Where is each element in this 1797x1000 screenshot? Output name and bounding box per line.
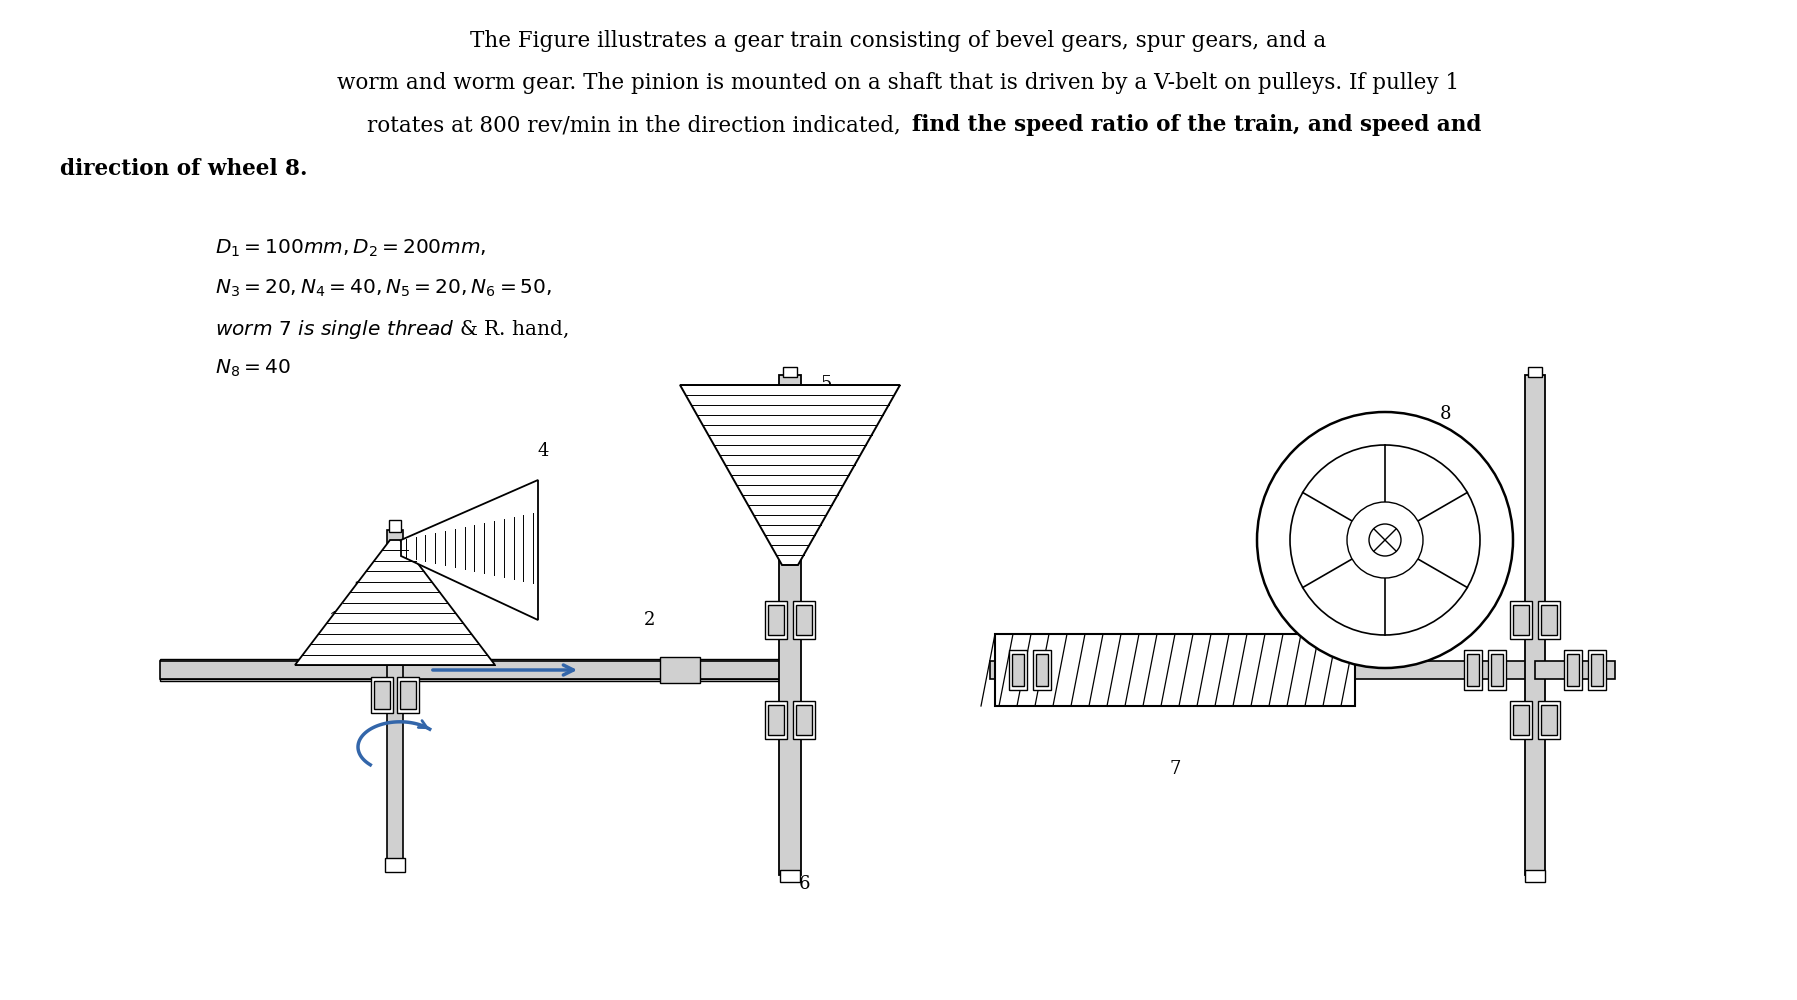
Bar <box>1542 705 1556 735</box>
Bar <box>796 705 812 735</box>
Bar <box>1008 650 1028 690</box>
Bar <box>1526 375 1545 875</box>
Bar <box>780 870 800 882</box>
Bar <box>1509 601 1533 639</box>
Bar <box>401 631 415 659</box>
Bar <box>397 627 419 663</box>
Circle shape <box>1369 524 1402 556</box>
Circle shape <box>1256 412 1513 668</box>
Text: 1: 1 <box>329 611 340 629</box>
Text: 6: 6 <box>800 875 810 893</box>
Bar <box>388 520 401 532</box>
Text: 8: 8 <box>1439 405 1452 423</box>
Bar <box>160 659 791 661</box>
Text: $\it{worm\ 7\ is\ single\ thread}$ & R. hand,: $\it{worm\ 7\ is\ single\ thread}$ & R. … <box>216 318 568 341</box>
Bar <box>766 701 787 739</box>
Bar <box>1526 870 1545 882</box>
Bar <box>783 367 798 377</box>
Bar <box>370 627 394 663</box>
Bar <box>780 375 801 875</box>
Text: direction of wheel 8.: direction of wheel 8. <box>59 158 307 180</box>
Bar <box>1513 705 1529 735</box>
Circle shape <box>1290 445 1481 635</box>
Text: worm and worm gear. The pinion is mounted on a shaft that is driven by a V-belt : worm and worm gear. The pinion is mounte… <box>338 72 1459 94</box>
Bar <box>767 605 783 635</box>
Bar <box>160 679 791 681</box>
Text: find the speed ratio of the train, and speed and: find the speed ratio of the train, and s… <box>913 114 1481 136</box>
Bar <box>659 657 701 683</box>
Text: 5: 5 <box>819 375 832 393</box>
Text: rotates at 800 rev/min in the direction indicated,: rotates at 800 rev/min in the direction … <box>367 114 907 136</box>
Bar <box>1466 654 1479 686</box>
Bar <box>1513 605 1529 635</box>
Bar <box>397 677 419 713</box>
Polygon shape <box>401 480 537 620</box>
Bar <box>1355 661 1535 679</box>
Bar <box>1465 650 1483 690</box>
Bar <box>1492 654 1502 686</box>
Polygon shape <box>295 540 494 665</box>
Bar <box>401 681 415 709</box>
Bar <box>1535 661 1616 679</box>
Circle shape <box>1348 502 1423 578</box>
Text: The Figure illustrates a gear train consisting of bevel gears, spur gears, and a: The Figure illustrates a gear train cons… <box>469 30 1326 52</box>
Bar <box>160 661 791 679</box>
Bar <box>385 858 404 872</box>
Text: $N_3 = 20, N_4 = 40, N_5 = 20, N_6= 50,$: $N_3 = 20, N_4 = 40, N_5 = 20, N_6= 50,$ <box>216 278 552 299</box>
Bar <box>796 605 812 635</box>
Bar <box>1590 654 1603 686</box>
Bar <box>1567 654 1580 686</box>
Bar <box>767 705 783 735</box>
Bar <box>1589 650 1607 690</box>
Bar <box>792 601 816 639</box>
Bar <box>766 601 787 639</box>
Bar <box>386 530 403 870</box>
Bar <box>1012 654 1024 686</box>
Bar <box>990 661 996 679</box>
Polygon shape <box>679 385 900 565</box>
Bar <box>792 701 816 739</box>
Bar <box>1538 601 1560 639</box>
Text: 7: 7 <box>1170 760 1181 778</box>
Bar <box>1037 654 1048 686</box>
Bar <box>1488 650 1506 690</box>
Bar <box>1542 605 1556 635</box>
Bar <box>996 634 1355 706</box>
Bar <box>1033 650 1051 690</box>
Text: $D_1 = 100mm, D_2 = 200mm,$: $D_1 = 100mm, D_2 = 200mm,$ <box>216 238 487 259</box>
Text: 3: 3 <box>354 581 365 599</box>
Bar <box>370 677 394 713</box>
Bar <box>1509 701 1533 739</box>
Text: $N_8 = 40$: $N_8 = 40$ <box>216 358 291 379</box>
Bar <box>1563 650 1581 690</box>
Bar <box>1527 367 1542 377</box>
Bar <box>1538 701 1560 739</box>
Bar <box>374 681 390 709</box>
Text: 4: 4 <box>537 442 550 460</box>
Bar <box>374 631 390 659</box>
Text: 2: 2 <box>643 611 654 629</box>
